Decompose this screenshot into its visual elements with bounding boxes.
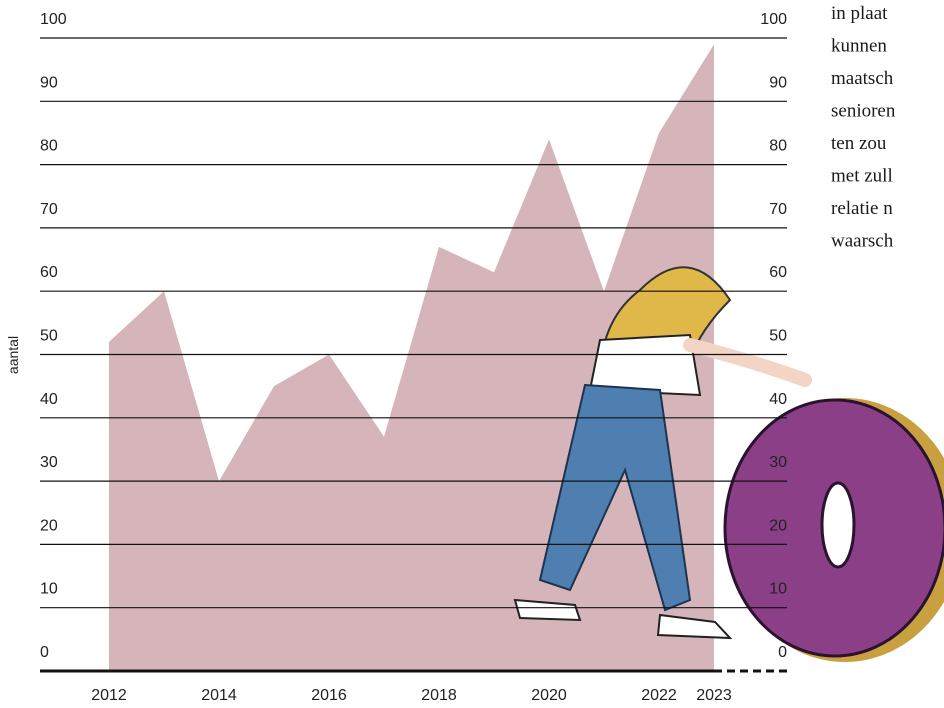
y-tick-label: 90 [40, 74, 58, 91]
y2-tick-label: 30 [769, 454, 787, 471]
y2-tick-label: 70 [769, 201, 787, 218]
y2-tick-label: 40 [769, 391, 787, 408]
y-tick-label: 80 [40, 138, 58, 155]
x-tick-label: 2016 [311, 687, 347, 703]
sidebar-text: ten zou [831, 133, 887, 154]
y-tick-label: 10 [40, 581, 58, 598]
x-tick-label: 2014 [201, 687, 237, 703]
x-tick-label: 2022 [641, 687, 677, 703]
sidebar-text: kunnen [831, 36, 887, 57]
y2-tick-label: 50 [769, 328, 787, 345]
y2-tick-label: 80 [769, 138, 787, 155]
y2-tick-label: 100 [760, 11, 787, 28]
shoe [513, 598, 582, 622]
y2-tick-label: 10 [769, 581, 787, 598]
x-tick-label: 2018 [421, 687, 457, 703]
y-tick-label: 40 [40, 391, 58, 408]
x-tick-label: 2023 [696, 687, 732, 703]
jeans [538, 383, 692, 612]
sidebar-text: waarsch [831, 231, 894, 252]
sidebar-text: in plaat [831, 3, 888, 24]
y2-tick-label: 60 [769, 264, 787, 281]
y-tick-label: 30 [40, 454, 58, 471]
y-tick-label: 50 [40, 328, 58, 345]
illustration [513, 266, 944, 662]
x-tick-label: 2020 [531, 687, 567, 703]
y-tick-label: 100 [40, 11, 67, 28]
arm [683, 338, 812, 387]
shirt [588, 333, 702, 397]
sidebar-text: relatie n [831, 198, 893, 219]
y-tick-label: 0 [40, 644, 49, 661]
y-tick-label: 70 [40, 201, 58, 218]
sidebar-text: met zull [831, 166, 893, 187]
sidebar-text: maatsch [831, 68, 894, 89]
shoe [656, 613, 733, 640]
y2-tick-label: 20 [769, 517, 787, 534]
y-axis-label: aantal [5, 336, 21, 374]
y-tick-label: 60 [40, 264, 58, 281]
x-tick-label: 2012 [91, 687, 127, 703]
donut-hole [820, 481, 856, 569]
y-tick-label: 20 [40, 517, 58, 534]
y2-tick-label: 0 [778, 644, 787, 661]
sidebar-text: senioren [831, 101, 896, 122]
y2-tick-label: 90 [769, 74, 787, 91]
